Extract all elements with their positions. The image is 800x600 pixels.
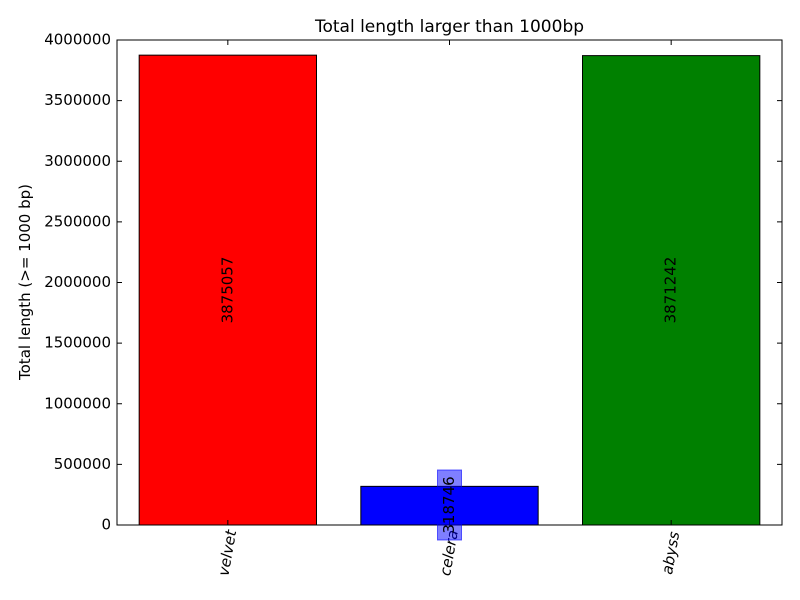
bar-abyss xyxy=(582,55,761,526)
y-tick-label-0: 0 xyxy=(101,516,111,534)
bar-velvet xyxy=(138,54,317,526)
y-tick-label-2000000: 2000000 xyxy=(44,273,111,291)
value-label-box-celera xyxy=(437,469,462,541)
value-label-abyss: 3871242 xyxy=(662,257,680,324)
y-tick-label-500000: 500000 xyxy=(54,455,111,473)
y-tick-label-1000000: 1000000 xyxy=(44,394,111,412)
labels-layer: velvet3875057celera318746abyss3871242050… xyxy=(44,31,683,578)
y-tick-label-4000000: 4000000 xyxy=(44,31,111,49)
y-tick-label-3000000: 3000000 xyxy=(44,152,111,170)
y-tick-label-2500000: 2500000 xyxy=(44,212,111,230)
y-tick-label-1500000: 1500000 xyxy=(44,334,111,352)
y-tick-label-3500000: 3500000 xyxy=(44,91,111,109)
ticks-layer xyxy=(117,39,782,526)
value-label-celera: 318746 xyxy=(440,476,458,533)
x-tick-label-abyss: abyss xyxy=(658,530,683,576)
y-axis-label: Total length (>= 1000 bp) xyxy=(16,184,34,381)
chart-title: Total length larger than 1000bp xyxy=(314,17,584,37)
x-tick-label-velvet: velvet xyxy=(214,527,240,577)
value-label-velvet: 3875057 xyxy=(218,257,236,324)
bars-layer xyxy=(138,54,761,526)
